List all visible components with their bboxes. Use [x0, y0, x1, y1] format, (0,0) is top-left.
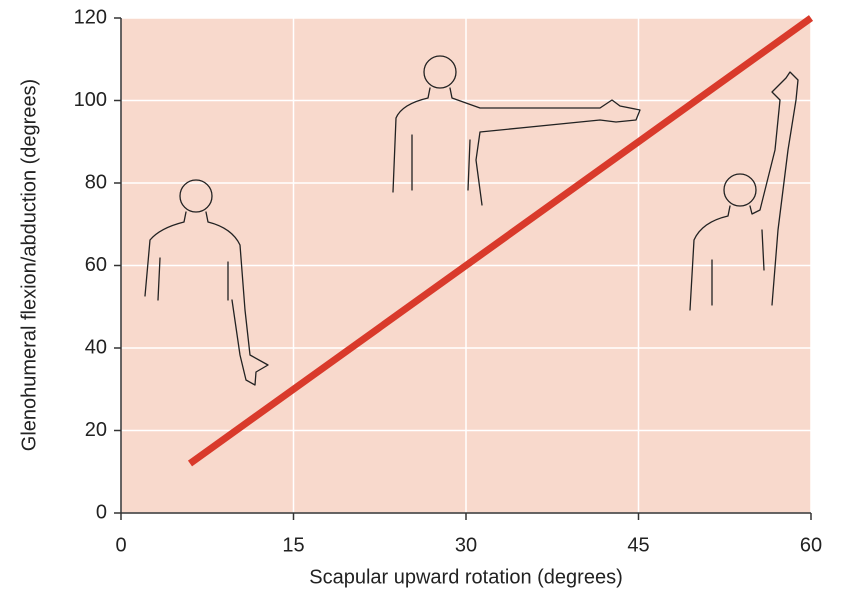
y-tick-label: 0: [96, 501, 107, 523]
x-tick-label: 15: [282, 534, 304, 556]
y-axis-label: Glenohumeral flexion/abduction (degrees): [18, 79, 40, 451]
x-tick-label: 45: [627, 534, 649, 556]
y-tick-label: 40: [85, 336, 107, 358]
x-tick-label: 60: [800, 534, 822, 556]
x-tick-label: 0: [115, 534, 126, 556]
y-tick-label: 20: [85, 419, 107, 441]
figure-arm-up: [689, 71, 799, 311]
figure-arm-down: [144, 179, 269, 386]
data-line: [187, 15, 814, 467]
y-tick-label: 100: [74, 89, 107, 111]
y-tick-label: 60: [85, 254, 107, 276]
y-tick-label: 120: [74, 6, 107, 28]
y-tick-label: 80: [85, 171, 107, 193]
figure-arm-side: [392, 55, 641, 206]
x-axis-label: Scapular upward rotation (degrees): [309, 566, 623, 588]
x-tick-label: 30: [455, 534, 477, 556]
